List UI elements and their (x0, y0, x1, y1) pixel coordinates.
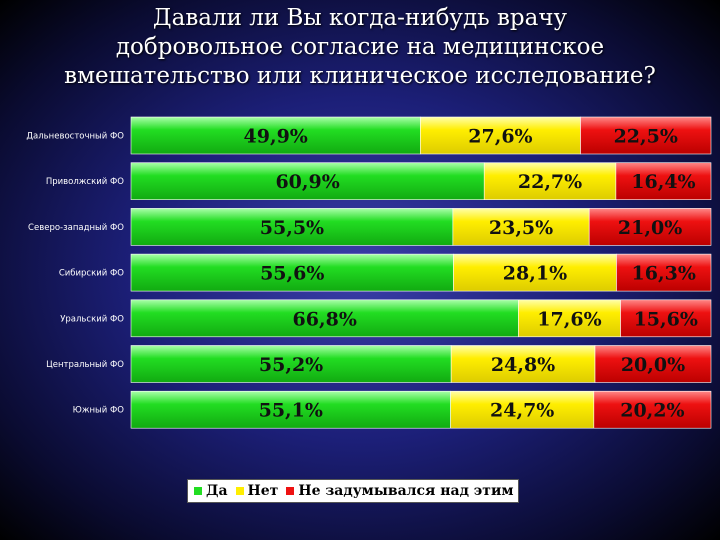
bar-segment-yes (130, 208, 454, 246)
legend-label-no: Нет (247, 483, 279, 499)
data-label-not-thought: 21,0% (618, 217, 682, 239)
title-line-1: Давали ли Вы когда-нибудь врачу (152, 5, 568, 31)
category-labels: Дальневосточный ФО Приволжский ФО Северо-з… (26, 132, 124, 416)
bar-segment-no (450, 345, 596, 383)
data-label-yes: 55,1% (259, 400, 323, 422)
chart-title: Давали ли Вы когда-нибудь врачу добровол… (0, 4, 720, 91)
legend-item-yes: Да (194, 483, 228, 499)
category-label: Северо-западный ФО (28, 223, 124, 233)
legend-item-no: Нет (235, 483, 279, 499)
bar-segment-no (483, 162, 617, 200)
bar-segment-yes (130, 390, 451, 429)
category-label: Южный ФО (73, 406, 125, 416)
title-line-2: добровольное согласие на медицинское (115, 34, 605, 60)
data-label-yes: 49,9% (244, 126, 308, 148)
data-label-not-thought: 20,0% (621, 354, 685, 376)
data-label-yes: 55,6% (260, 263, 324, 285)
category-label: Дальневосточный ФО (26, 132, 124, 142)
data-label-not-thought: 22,5% (614, 126, 678, 148)
data-label-no: 23,5% (489, 217, 553, 239)
data-label-yes: 66,8% (293, 308, 357, 330)
data-label-no: 27,6% (468, 126, 532, 148)
data-label-no: 17,6% (537, 308, 601, 330)
bar-segment-not-thought (615, 162, 712, 200)
legend-label-not-thought: Не задумывался над этим (298, 483, 514, 499)
bar-segment-no (452, 208, 590, 246)
bar-segment-no (420, 116, 581, 155)
data-label-not-thought: 16,3% (632, 263, 696, 285)
bar-segment-no (453, 253, 617, 292)
legend-swatch-no (235, 487, 244, 495)
legend-swatch-not-thought (286, 487, 295, 495)
legend-swatch-yes (194, 487, 202, 495)
bar-segment-yes (130, 253, 454, 292)
bar-segment-not-thought (620, 299, 712, 338)
data-label-not-thought: 15,6% (634, 308, 698, 330)
category-label: Центральный ФО (46, 360, 124, 370)
category-label: Приволжский ФО (46, 177, 124, 187)
bar-segment-yes (130, 299, 519, 338)
bar-segment-yes (130, 162, 485, 200)
bar-segment-no (518, 299, 621, 338)
category-label: Сибирский ФО (59, 269, 124, 279)
data-label-no: 28,1% (503, 263, 567, 285)
bar-segment-not-thought (594, 345, 712, 383)
bar-segment-not-thought (616, 253, 712, 292)
data-label-no: 24,8% (491, 354, 555, 376)
data-label-not-thought: 16,4% (631, 171, 695, 193)
data-label-not-thought: 20,2% (620, 400, 684, 422)
data-label-yes: 55,5% (260, 217, 324, 239)
category-label: Уральский ФО (60, 314, 124, 324)
legend: Да Нет Не задумывался над этим (187, 479, 519, 503)
data-label-yes: 55,2% (259, 354, 323, 376)
bar-segment-not-thought (580, 116, 712, 155)
legend-label-yes: Да (206, 483, 228, 499)
bar-segment-yes (130, 345, 452, 383)
bar-segment-not-thought (588, 208, 712, 246)
data-label-no: 24,7% (490, 400, 554, 422)
data-label-yes: 60,9% (275, 171, 339, 193)
bars-group: 49,9% 27,6% 22,5% 60,9% 22,7% 16,4% 55,5% 23,5%… (130, 116, 712, 429)
title-line-3: вмешательство или клиническое исследован… (64, 63, 656, 89)
data-label-no: 22,7% (518, 171, 582, 193)
bar-segment-not-thought (593, 390, 712, 429)
legend-item-not-thought: Не задумывался над этим (286, 483, 514, 499)
